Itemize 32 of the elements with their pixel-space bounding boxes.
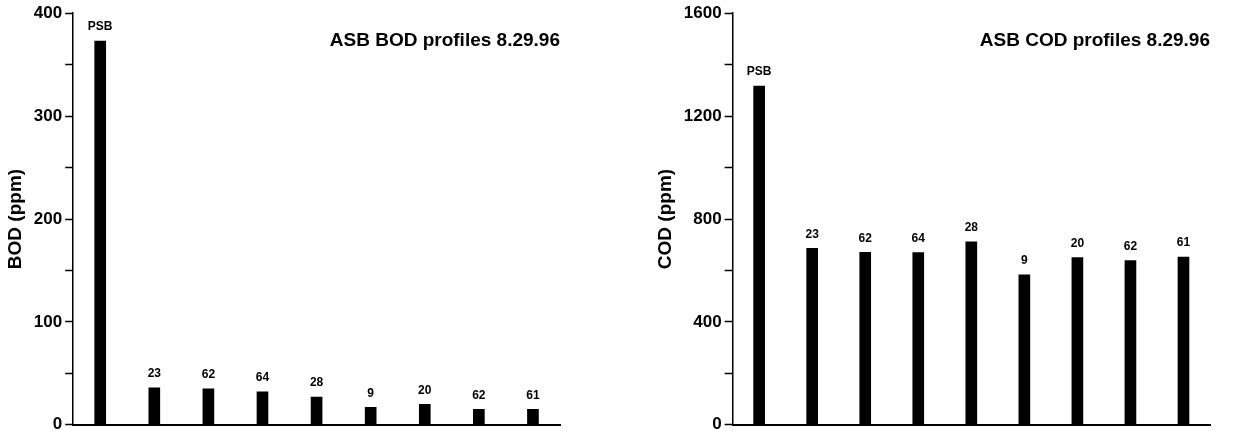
y-tick-label: 800 — [693, 208, 722, 228]
y-axis-title: COD (ppm) — [653, 168, 675, 270]
x-tick-label: 62 — [1123, 238, 1138, 253]
y-axis-title: BOD (ppm) — [3, 168, 25, 270]
x-tick-label: 62 — [858, 230, 873, 245]
x-tick-label: 20 — [418, 382, 432, 397]
x-tick-label: 28 — [964, 220, 979, 235]
x-tick-label: 23 — [805, 226, 820, 241]
y-tick-label: 1200 — [683, 105, 722, 125]
x-tick-label: PSB — [746, 64, 772, 79]
x-tick-label: 23 — [147, 366, 162, 381]
y-tick-label: 0 — [52, 414, 63, 434]
x-tick-label: PSB — [87, 19, 113, 34]
y-tick-label: 1600 — [683, 2, 722, 22]
x-tick-label: 64 — [255, 370, 270, 385]
x-tick-label: 28 — [309, 375, 324, 390]
y-tick-label: 400 — [693, 311, 722, 331]
x-tick-label: 61 — [1176, 235, 1191, 250]
x-tick-label: 9 — [1021, 253, 1029, 268]
y-tick-label: 300 — [33, 105, 63, 125]
y-tick-label: 200 — [33, 208, 63, 228]
x-tick-label: 62 — [472, 387, 486, 402]
text: ASB COD profiles 8.29.96 — [979, 28, 1210, 50]
x-tick-label: 62 — [201, 367, 216, 382]
x-tick-label: 9 — [367, 385, 375, 400]
y-tick-label: 0 — [712, 414, 722, 434]
y-tick-label: 400 — [33, 2, 63, 22]
y-tick-label: 100 — [33, 311, 63, 331]
x-tick-label: 61 — [526, 387, 540, 402]
text: ASB BOD profiles 8.29.96 — [329, 28, 560, 50]
x-tick-label: 64 — [911, 231, 926, 246]
x-tick-label: 20 — [1070, 235, 1085, 250]
